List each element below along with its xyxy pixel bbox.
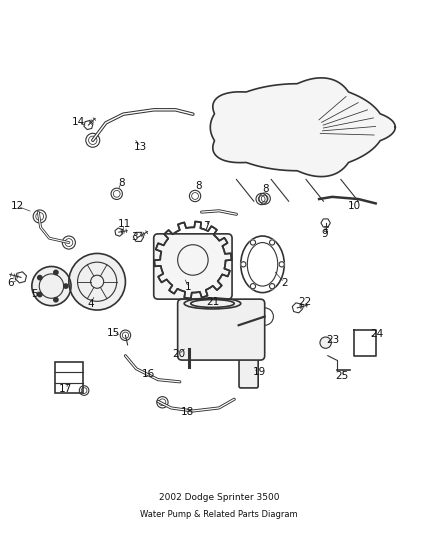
Circle shape — [241, 262, 246, 267]
Text: 8: 8 — [118, 177, 124, 188]
Text: 12: 12 — [11, 201, 25, 212]
Text: 24: 24 — [370, 329, 383, 339]
Text: 7: 7 — [204, 221, 210, 231]
Text: 5: 5 — [31, 289, 37, 300]
Polygon shape — [210, 78, 395, 176]
Text: 25: 25 — [335, 371, 348, 381]
Text: 6: 6 — [7, 278, 14, 288]
Circle shape — [38, 276, 42, 280]
Text: 11: 11 — [117, 219, 131, 229]
Text: 16: 16 — [142, 369, 155, 379]
Circle shape — [54, 270, 58, 274]
Circle shape — [38, 293, 42, 297]
Circle shape — [251, 284, 255, 289]
FancyBboxPatch shape — [178, 299, 265, 360]
FancyBboxPatch shape — [154, 234, 232, 299]
Text: 9: 9 — [321, 229, 328, 239]
Text: 2: 2 — [281, 278, 288, 288]
Circle shape — [251, 240, 255, 245]
Text: 2002 Dodge Sprinter 3500: 2002 Dodge Sprinter 3500 — [159, 493, 279, 502]
Text: 13: 13 — [134, 142, 147, 152]
FancyBboxPatch shape — [55, 362, 83, 393]
Circle shape — [69, 254, 125, 310]
Circle shape — [54, 297, 58, 302]
Circle shape — [64, 284, 68, 288]
Text: 8: 8 — [195, 181, 202, 191]
Text: 4: 4 — [87, 300, 94, 309]
Text: Water Pump & Related Parts Diagram: Water Pump & Related Parts Diagram — [140, 510, 298, 519]
Text: 10: 10 — [347, 201, 360, 212]
Text: 1: 1 — [185, 282, 192, 293]
Text: 22: 22 — [299, 297, 312, 307]
Text: 17: 17 — [59, 384, 72, 394]
Text: 19: 19 — [252, 367, 266, 377]
Text: 14: 14 — [72, 117, 85, 127]
Circle shape — [279, 262, 284, 267]
Text: 15: 15 — [107, 328, 120, 337]
FancyBboxPatch shape — [239, 350, 258, 388]
Text: 23: 23 — [326, 335, 339, 345]
Text: 20: 20 — [173, 350, 186, 359]
Circle shape — [320, 337, 331, 349]
Text: 3: 3 — [131, 232, 138, 242]
Text: 8: 8 — [262, 184, 269, 194]
Circle shape — [269, 240, 275, 245]
Text: 18: 18 — [181, 407, 194, 417]
Text: 21: 21 — [207, 297, 220, 307]
Circle shape — [32, 266, 71, 305]
Circle shape — [269, 284, 275, 289]
